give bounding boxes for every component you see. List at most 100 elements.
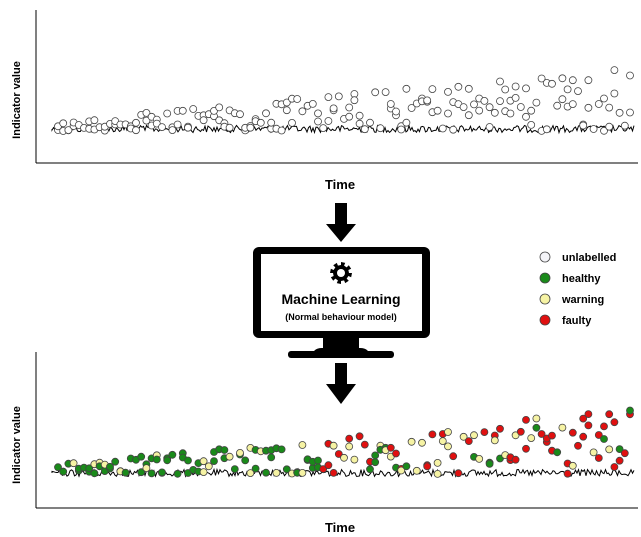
data-point [584, 76, 593, 85]
data-point [355, 432, 364, 441]
data-point [402, 462, 411, 471]
data-point [527, 106, 536, 115]
data-point [178, 106, 187, 115]
data-point [584, 421, 593, 430]
legend: unlabelled healthy warning faulty [539, 251, 616, 327]
data-point [490, 108, 499, 117]
data-point [553, 448, 562, 457]
data-point [204, 462, 213, 471]
data-point [199, 468, 208, 477]
data-point [527, 434, 536, 443]
data-point [490, 436, 499, 445]
data-point [324, 117, 333, 125]
data-point [59, 119, 68, 128]
legend-swatch [539, 272, 551, 284]
bottom-plot: Indicator value Time [11, 352, 638, 535]
data-point [360, 440, 369, 449]
data-point [464, 111, 473, 120]
data-point [610, 89, 619, 98]
data-point [282, 106, 291, 115]
data-point [522, 444, 530, 453]
data-point [444, 442, 452, 451]
data-point [459, 432, 468, 441]
data-point [548, 79, 556, 88]
data-point [444, 88, 452, 96]
data-point [600, 422, 608, 431]
data-point [532, 423, 541, 432]
data-point [574, 441, 582, 450]
data-point [496, 97, 504, 105]
data-point [225, 123, 234, 132]
data-point [454, 469, 463, 478]
data-point [350, 455, 359, 464]
data-point [334, 92, 343, 101]
data-point [522, 415, 530, 424]
data-point [298, 468, 307, 477]
data-point [340, 453, 348, 462]
data-point [314, 117, 322, 126]
data-point [371, 88, 380, 97]
data-point [199, 116, 208, 125]
data-point [371, 451, 380, 460]
data-point [251, 464, 260, 473]
data-point [589, 125, 598, 133]
data-point [470, 431, 478, 440]
data-point [501, 85, 510, 94]
top-y-label: Indicator value [11, 61, 23, 139]
data-point [158, 123, 166, 131]
data-point [329, 104, 338, 113]
data-point [59, 467, 68, 476]
data-point [594, 454, 603, 462]
data-point [392, 107, 400, 116]
data-point [355, 119, 364, 128]
data-point [277, 126, 286, 135]
data-point [605, 410, 614, 419]
data-point [600, 94, 608, 103]
data-point [132, 118, 140, 127]
data-point [106, 462, 114, 471]
data-point [548, 431, 556, 440]
data-point [152, 455, 161, 464]
data-point [532, 98, 541, 107]
data-point [449, 452, 458, 461]
data-point [428, 85, 437, 93]
data-point [584, 410, 593, 419]
monitor-icon [253, 247, 430, 358]
data-point [522, 112, 530, 121]
data-point [574, 87, 582, 95]
top-signal-line [51, 124, 635, 135]
data-point [589, 448, 598, 457]
data-point [85, 464, 94, 473]
data-point [220, 446, 229, 454]
model-subtitle: (Normal behaviour model) [285, 312, 397, 322]
model-title: Machine Learning [281, 291, 400, 307]
data-point [345, 442, 354, 451]
data-point [568, 461, 577, 470]
data-point [553, 101, 562, 110]
data-point [371, 458, 380, 467]
data-point [418, 438, 426, 447]
data-point [121, 468, 130, 477]
data-point [282, 98, 291, 107]
data-point [225, 452, 234, 461]
data-point [615, 456, 624, 465]
data-point [620, 449, 629, 458]
data-point [610, 418, 619, 427]
data-point [615, 108, 624, 117]
data-point [54, 463, 62, 472]
data-point [111, 457, 120, 466]
data-point [454, 82, 463, 91]
data-point [506, 109, 515, 118]
data-point [168, 126, 177, 135]
data-point [137, 468, 146, 477]
data-point [563, 469, 572, 478]
legend-label: warning [561, 294, 604, 306]
data-point [262, 109, 270, 118]
data-point [542, 125, 551, 134]
data-point [433, 106, 442, 115]
legend-label: healthy [562, 273, 601, 285]
data-point [579, 432, 588, 441]
data-point [423, 96, 432, 105]
data-point [236, 448, 244, 457]
data-point [345, 112, 354, 121]
